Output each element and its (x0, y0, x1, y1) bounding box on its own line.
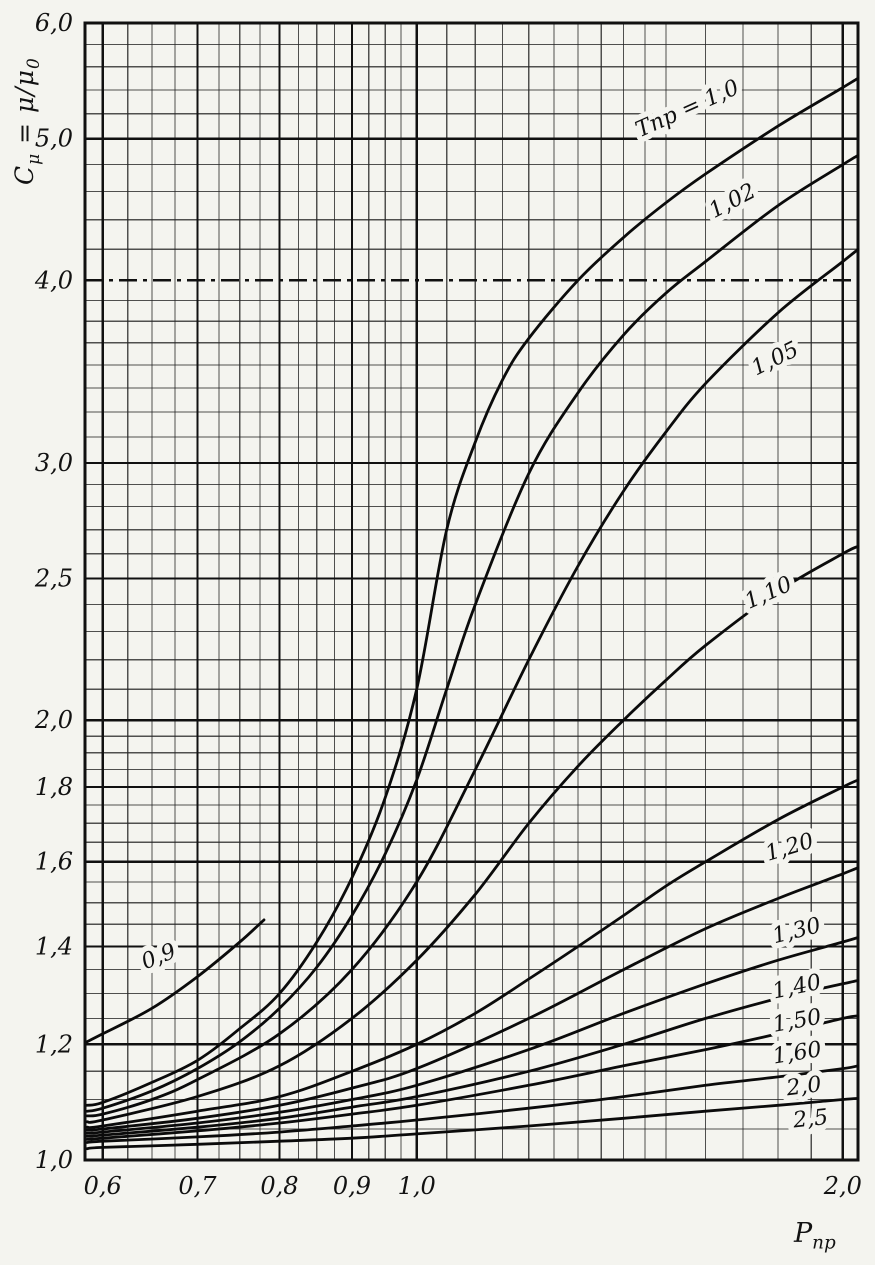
x-tick-label: 1,0 (398, 1172, 436, 1200)
curve-tpr-0.9 (85, 918, 266, 1044)
curve-tpr-1.4 (85, 936, 860, 1135)
curve-tpr-2.5 (85, 1097, 860, 1151)
curve-label-tpr-1.6: 1,60 (771, 1037, 823, 1069)
curve-tpr-1.5 (85, 979, 860, 1138)
x-tick-label: 0,7 (178, 1172, 217, 1200)
curve-tpr-1.02 (85, 154, 860, 1113)
grid-major (83, 21, 860, 1162)
curve-tpr-2 (85, 1064, 860, 1144)
y-axis-expression: = μ/μ (10, 69, 39, 153)
y-axis-subscript: μ (24, 152, 44, 165)
y-axis-subscript-zero: 0 (24, 57, 44, 70)
y-tick-label: 2,0 (34, 706, 73, 734)
curve-label-tpr-1.02: 1,02 (705, 179, 760, 224)
curves (85, 76, 860, 1151)
curve-label-tpr-2: 2,0 (784, 1072, 823, 1101)
y-tick-label: 5,0 (35, 125, 73, 153)
curve-tpr-1 (85, 76, 860, 1107)
curve-tpr-1.2 (85, 778, 860, 1129)
y-tick-label: 1,4 (35, 933, 73, 961)
curve-label-tpr-2.5: 2,5 (791, 1105, 829, 1134)
plot-border (83, 21, 860, 1162)
x-axis-label: Pпр (794, 1218, 836, 1253)
y-axis-label: Cμ = μ/μ0 (10, 57, 44, 185)
y-axis-symbol: C (10, 164, 39, 185)
curve-tpr-1.6 (85, 1014, 860, 1141)
y-tick-label: 4,0 (34, 266, 73, 294)
y-tick-label: 1,2 (35, 1030, 73, 1058)
y-tick-label: 6,0 (35, 9, 73, 37)
x-tick-label: 0,9 (333, 1172, 371, 1200)
curve-label-tpr-1.5: 1,50 (771, 1005, 824, 1038)
x-axis-subscript: пр (812, 1232, 836, 1254)
x-axis-symbol: P (794, 1218, 813, 1249)
y-tick-label: 3,0 (35, 449, 73, 477)
curve-label-tpr-1: Тпр = 1,0 (632, 75, 743, 143)
curve-tpr-1.3 (85, 866, 860, 1132)
x-tick-label: 0,8 (260, 1172, 298, 1200)
x-tick-label: 2,0 (823, 1172, 862, 1200)
y-tick-label: 1,0 (35, 1146, 73, 1174)
y-tick-label: 2,5 (34, 565, 73, 593)
curve-label-tpr-1.05: 1,05 (748, 337, 803, 381)
curve-tpr-1.05 (85, 247, 860, 1118)
tick-labels: 0,6 0,7 0,8 0,9 1,0 2,0 1,0 1,2 1,4 1,6 1,8 2,0 2,5 3… (34, 9, 862, 1200)
x-tick-label: 0,6 (84, 1172, 122, 1200)
y-tick-label: 1,8 (35, 773, 73, 801)
curve-tpr-1.1 (85, 545, 860, 1124)
y-tick-label: 1,6 (35, 848, 73, 876)
